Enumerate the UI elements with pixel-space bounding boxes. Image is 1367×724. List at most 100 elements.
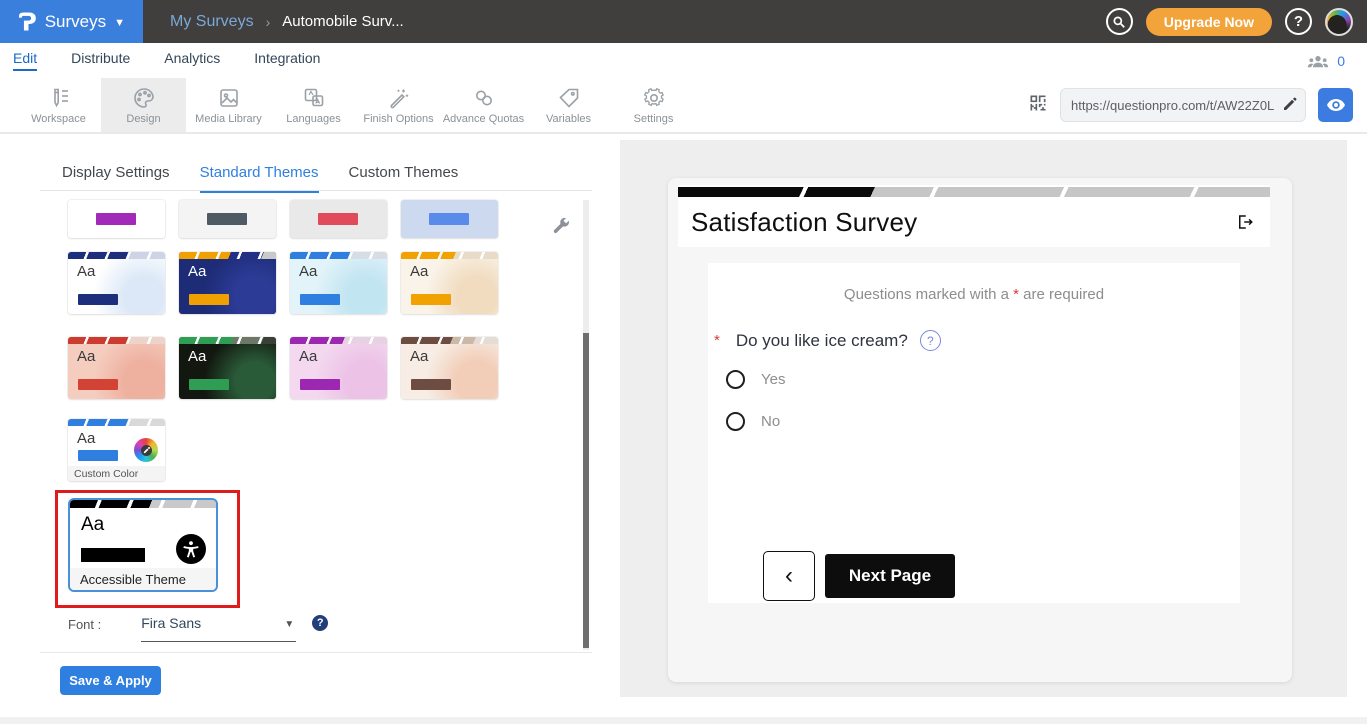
topbar-actions: Upgrade Now ? <box>1105 0 1353 43</box>
avatar[interactable] <box>1325 7 1353 36</box>
brand-label: Surveys <box>44 11 107 31</box>
theme-sample-text: Aa <box>77 263 96 280</box>
tab-analytics[interactable]: Analytics <box>164 50 221 66</box>
survey-url-input[interactable] <box>1060 88 1306 122</box>
theme-scrollbar-track[interactable] <box>583 200 589 650</box>
theme-card-forest-dark[interactable]: Aa <box>179 337 276 399</box>
toolbar-media-library[interactable]: Media Library <box>186 78 271 132</box>
theme-card-navy-floral[interactable]: Aa <box>68 252 165 314</box>
subnav-tabs: Edit Distribute Analytics Integration <box>0 50 320 71</box>
theme-button-swatch <box>318 213 358 225</box>
font-row: Font : Fira Sans ▼ ? <box>68 615 329 642</box>
search-button[interactable] <box>1105 8 1133 35</box>
theme-card-orchid-pink[interactable]: Aa <box>290 337 387 399</box>
theme-button-swatch <box>96 213 136 225</box>
question-help-icon[interactable]: ? <box>919 330 941 351</box>
pencil-icon <box>1284 97 1297 110</box>
toolbar-languages[interactable]: Languages <box>271 78 356 132</box>
tab-integration[interactable]: Integration <box>254 50 321 66</box>
breadcrumb-separator-icon: › <box>265 13 271 30</box>
survey-title: Satisfaction Survey <box>691 207 918 237</box>
theme-card-coral[interactable]: Aa <box>68 337 165 399</box>
tab-custom-themes[interactable]: Custom Themes <box>348 164 459 181</box>
option-label: Yes <box>761 371 786 388</box>
theme-card-slate-on-light[interactable] <box>179 200 276 238</box>
theme-card-earth-tan[interactable]: Aa <box>401 337 498 399</box>
survey-preview-panel: Satisfaction Survey Questions marked wit… <box>620 140 1347 697</box>
toolbar-workspace[interactable]: Workspace <box>16 78 101 132</box>
qr-code-button[interactable] <box>1028 93 1048 118</box>
theme-button-swatch <box>207 213 247 225</box>
tab-standard-themes[interactable]: Standard Themes <box>199 164 319 193</box>
collaborators[interactable]: 0 <box>1307 43 1345 78</box>
theme-button-swatch <box>411 379 451 390</box>
theme-button-swatch <box>81 548 145 562</box>
save-apply-button[interactable]: Save & Apply <box>60 666 161 695</box>
theme-sample-text: Aa <box>188 263 207 280</box>
breadcrumb-my-surveys[interactable]: My Surveys <box>170 12 254 30</box>
toolbar-label: Settings <box>633 112 674 125</box>
next-page-button[interactable]: Next Page <box>825 554 955 598</box>
toolbar-label: Languages <box>286 112 341 125</box>
wrench-icon <box>553 217 569 234</box>
preview-survey-button[interactable] <box>1318 88 1353 122</box>
theme-sample-text: Aa <box>77 348 96 365</box>
help-button[interactable]: ? <box>1285 8 1312 35</box>
survey-progress-bar <box>678 187 1270 197</box>
radio-icon[interactable] <box>726 412 745 431</box>
finish-options-icon <box>389 89 408 108</box>
font-help-button[interactable]: ? <box>312 615 329 631</box>
required-star: * <box>714 332 720 349</box>
theme-sample-text: Aa <box>77 430 96 447</box>
color-wheel-icon <box>134 438 158 462</box>
divider <box>40 652 592 653</box>
option-yes[interactable]: Yes <box>726 370 785 389</box>
tab-distribute[interactable]: Distribute <box>71 50 131 66</box>
theme-sample-text: Aa <box>188 348 207 365</box>
tab-display-settings[interactable]: Display Settings <box>62 164 170 181</box>
design-icon <box>133 87 154 108</box>
theme-button-swatch <box>429 213 469 225</box>
theme-tools-button[interactable] <box>551 217 571 237</box>
theme-card-accessible[interactable]: Aa Accessible Theme <box>68 498 218 592</box>
theme-card-blue-on-blue[interactable] <box>401 200 498 238</box>
toolbar-label: Variables <box>545 112 592 125</box>
required-star: * <box>1013 286 1020 303</box>
chevron-down-icon: ▼ <box>114 16 126 29</box>
advance-quotas-icon <box>475 90 492 105</box>
toolbar-design[interactable]: Design <box>101 78 186 132</box>
survey-header: Satisfaction Survey <box>678 185 1270 247</box>
product-switcher[interactable]: Ɂ Surveys ▼ <box>0 0 143 43</box>
theme-button-swatch <box>78 450 118 461</box>
toolbar-label: Advance Quotas <box>442 112 525 125</box>
theme-card-purple-on-white[interactable] <box>68 200 165 238</box>
theme-card-cream-orange[interactable]: Aa <box>401 252 498 314</box>
upgrade-now-button[interactable]: Upgrade Now <box>1145 7 1272 36</box>
theme-sample-text: Aa <box>299 348 318 365</box>
theme-card-navy-orange[interactable]: Aa <box>179 252 276 314</box>
toolbar-settings[interactable]: Settings <box>611 78 696 132</box>
font-dropdown[interactable]: Fira Sans ▼ <box>141 615 297 642</box>
theme-grid: Aa Aa Aa Aa Aa Aa Aa Aa Aa Custom Color <box>68 200 528 481</box>
footer-strip <box>0 717 1367 724</box>
edit-url-button[interactable] <box>1281 95 1299 113</box>
toolbar-variables[interactable]: Variables <box>526 78 611 132</box>
previous-page-button[interactable]: ‹ <box>763 551 815 601</box>
exit-survey-button[interactable] <box>1236 213 1254 231</box>
tab-edit[interactable]: Edit <box>13 50 38 71</box>
radio-icon[interactable] <box>726 370 745 389</box>
toolbar-finish-options[interactable]: Finish Options <box>356 78 441 132</box>
breadcrumb-current-survey[interactable]: Automobile Surv... <box>282 13 404 30</box>
theme-card-sky-blue[interactable]: Aa <box>290 252 387 314</box>
theme-card-custom-color[interactable]: Aa Custom Color <box>68 419 165 481</box>
theme-scrollbar-thumb[interactable] <box>583 333 589 648</box>
theme-progress-swatch <box>179 337 276 344</box>
option-no[interactable]: No <box>726 412 780 431</box>
theme-button-swatch <box>411 294 451 305</box>
theme-card-red-on-gray[interactable] <box>290 200 387 238</box>
toolbar-advance-quotas[interactable]: Advance Quotas <box>441 78 526 132</box>
theme-button-swatch <box>189 379 229 390</box>
collaborators-icon <box>1307 55 1329 67</box>
questionpro-logo-icon: Ɂ <box>17 6 37 37</box>
variables-icon <box>558 88 578 108</box>
